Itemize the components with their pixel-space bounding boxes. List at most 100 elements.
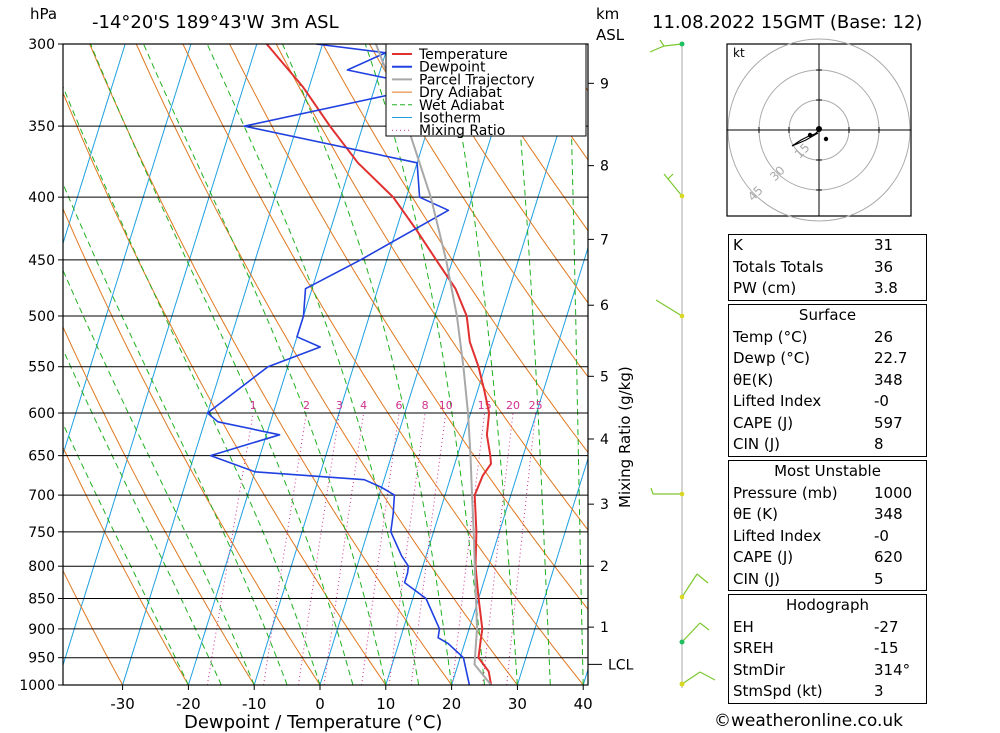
- mixing-ratio-line: [506, 412, 537, 685]
- surface-row: CAPE (J) 597: [729, 413, 926, 435]
- legend-label: Wet Adiabat: [419, 98, 505, 114]
- height-tick-label: 8: [600, 159, 609, 175]
- row-value: -0: [874, 526, 889, 545]
- datetime-title: 11.08.2022 15GMT (Base: 12): [652, 12, 922, 33]
- mu-row: CAPE (J) 620: [729, 547, 926, 569]
- index-row-totals: Totals Totals 36: [729, 257, 926, 279]
- isotherm-line: [253, 44, 455, 685]
- pressure-tick-label: 650: [28, 449, 55, 465]
- mixing-ratio-label: 20: [506, 399, 520, 412]
- isotherm-line: [122, 44, 324, 685]
- row-value: -15: [874, 639, 899, 657]
- wet-adiabat-line: [443, 44, 518, 685]
- mixing-ratio-label: 4: [360, 399, 367, 412]
- row-label: CIN (J): [733, 569, 781, 588]
- mixing-ratio-line: [388, 412, 426, 685]
- legend-label: Dewpoint: [419, 60, 486, 76]
- row-label: EH: [733, 617, 754, 636]
- mixing-ratio-label: 25: [529, 399, 543, 412]
- temperature-tick-label: 40: [574, 695, 593, 713]
- pressure-tick-label: 550: [28, 360, 55, 376]
- isotherm-line: [319, 44, 521, 685]
- row-label: StmSpd (kt): [733, 682, 823, 700]
- plot-frame: [62, 43, 589, 686]
- row-value: 8: [874, 435, 884, 453]
- isotherm-line: [187, 44, 389, 685]
- legend-label: Isotherm: [419, 111, 481, 127]
- mixing-ratio-label: 15: [478, 399, 492, 412]
- hodograph-table: Hodograph EH -27 SREH -15 StmDir 314° StmSp…: [728, 594, 927, 704]
- hodograph-table-title: Hodograph: [785, 596, 870, 614]
- dry-adiabat-line: [63, 569, 124, 685]
- row-label: Lifted Index: [733, 526, 822, 545]
- row-label: CAPE (J): [733, 413, 794, 432]
- mixing-ratio-label: 2: [303, 399, 310, 412]
- temperature-tick-label: 0: [315, 695, 325, 713]
- lcl-label: LCL: [608, 657, 634, 673]
- mu-row: Pressure (mb) 1000: [729, 483, 926, 505]
- pressure-tick-label: 900: [28, 622, 55, 638]
- mu-row: Lifted Index -0: [729, 526, 926, 548]
- axes: 3003504004505005506006507007508008509009…: [19, 37, 633, 713]
- wet-adiabat-line: [568, 44, 584, 685]
- mixing-ratio-label: 8: [422, 399, 429, 412]
- pressure-tick-label: 600: [28, 406, 55, 422]
- index-value: 31: [874, 236, 894, 254]
- credit-link[interactable]: ©weatheronline.co.uk: [714, 711, 904, 731]
- isotherm-line: [385, 44, 587, 685]
- height-unit-bottom: ASL: [596, 26, 625, 44]
- pressure-tick-label: 750: [28, 525, 55, 541]
- surface-row: θE(K) 348: [729, 370, 926, 392]
- hodo-row: EH -27: [729, 617, 926, 639]
- height-tick-label: 2: [600, 559, 609, 575]
- mixing-ratio-label: 10: [439, 399, 453, 412]
- row-value: 26: [874, 327, 894, 346]
- hodo-row: StmDir 314°: [729, 660, 926, 682]
- row-label: CIN (J): [733, 435, 781, 453]
- most-unstable-table: Most Unstable Pressure (mb) 1000 θE (K) 34…: [728, 460, 927, 591]
- mixing-ratio-label: 1: [250, 399, 257, 412]
- row-value: -27: [874, 617, 899, 636]
- dry-adiabat-line: [929, 44, 1000, 685]
- temperature-tick-label: 10: [376, 695, 395, 713]
- height-unit-top: km: [596, 5, 619, 23]
- wet-adiabat-line: [364, 44, 485, 685]
- pressure-tick-label: 300: [28, 37, 55, 53]
- isotherm-line: [63, 44, 258, 667]
- height-tick-label: 5: [600, 369, 609, 385]
- pressure-tick-label: 800: [28, 559, 55, 575]
- height-tick-label: 7: [600, 232, 609, 248]
- temperature-tick-label: 20: [442, 695, 461, 713]
- mixing-ratio-label: 6: [396, 399, 403, 412]
- dewpoint-line: [206, 44, 471, 685]
- index-label: PW (cm): [733, 279, 797, 297]
- isotherm-line: [516, 457, 588, 685]
- index-row-pw: PW (cm) 3.8: [729, 278, 926, 300]
- row-label: θE (K): [733, 505, 778, 523]
- row-label: StmDir: [733, 660, 785, 679]
- temperature-tick-label: -10: [242, 695, 267, 713]
- isotherm-line: [63, 44, 126, 246]
- pressure-tick-label: 400: [28, 190, 55, 206]
- index-label: K: [733, 236, 743, 254]
- mixing-ratio-line: [482, 412, 514, 685]
- mu-row: CIN (J) 5: [729, 569, 926, 591]
- row-label: Lifted Index: [733, 392, 822, 410]
- mixing-ratio-axis-title: Mixing Ratio (g/kg): [616, 366, 634, 508]
- surface-row: Temp (°C) 26: [729, 327, 926, 349]
- pressure-tick-label: 700: [28, 488, 55, 504]
- location-title: -14°20'S 189°43'W 3m ASL: [92, 12, 339, 33]
- row-value: 597: [874, 413, 903, 432]
- legend-label: Temperature: [418, 47, 508, 63]
- row-label: SREH: [733, 639, 774, 657]
- most-unstable-title: Most Unstable: [774, 462, 881, 480]
- dry-adiabat-line: [322, 44, 588, 454]
- pressure-unit-label: hPa: [30, 5, 57, 23]
- parcel-trajectory-line: [374, 44, 492, 685]
- pressure-tick-label: 950: [28, 651, 55, 667]
- hodo-row: SREH -15: [729, 638, 926, 660]
- row-label: θE(K): [733, 370, 774, 389]
- dry-adiabat-line: [415, 44, 588, 304]
- row-value: 620: [874, 548, 903, 566]
